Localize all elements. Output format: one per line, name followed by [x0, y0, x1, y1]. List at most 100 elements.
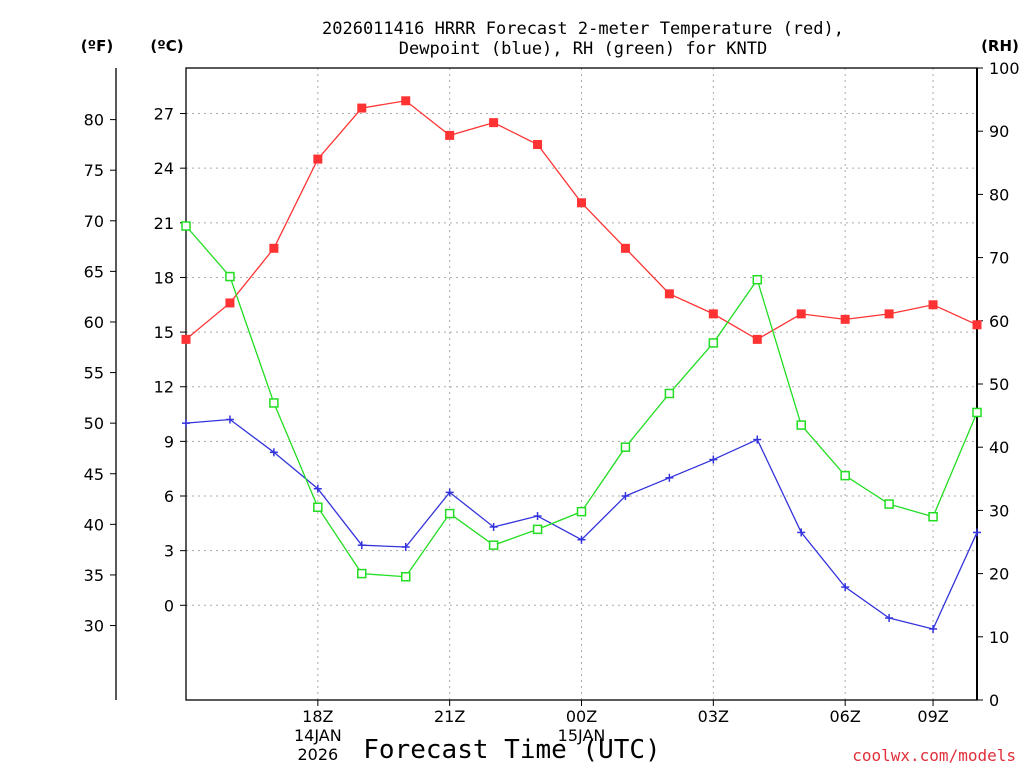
- axes: 8075706560555045403530272421181512963010…: [84, 59, 1020, 710]
- temperature-point: [533, 139, 543, 149]
- x-tick-year-label: 2026: [297, 745, 338, 764]
- rh-point: [664, 388, 675, 399]
- temperature-point: [401, 96, 411, 106]
- rh-point: [532, 524, 543, 535]
- x-tick-label: 09Z: [917, 707, 948, 726]
- rh-point: [884, 499, 894, 509]
- temperature-point: [620, 243, 630, 253]
- rh-tick-label: 60: [989, 312, 1009, 331]
- dewpoint-point: [973, 528, 981, 537]
- dewpoint-point: [489, 522, 498, 531]
- rh-tick-label: 10: [989, 628, 1009, 647]
- temperature-point: [357, 103, 367, 113]
- series-dewpoint: [182, 415, 981, 633]
- celsius-tick-label: 18: [154, 268, 174, 287]
- dewpoint-point: [445, 488, 454, 497]
- rh-point: [225, 271, 235, 282]
- dewpoint-point: [401, 543, 410, 552]
- rh-point: [708, 338, 719, 348]
- rh-point: [576, 506, 587, 517]
- rh-tick-label: 20: [989, 565, 1009, 584]
- fahrenheit-tick-label: 50: [84, 414, 104, 433]
- x-tick-label: 03Z: [698, 707, 729, 726]
- rh-point: [928, 511, 938, 522]
- rh-tick-label: 40: [989, 438, 1009, 457]
- x-tick-label: 06Z: [830, 707, 861, 726]
- celsius-tick-label: 12: [154, 378, 174, 397]
- temperature-point: [664, 289, 674, 299]
- rh-tick-label: 70: [989, 249, 1009, 268]
- temperature-point: [972, 320, 982, 330]
- series-rh: [181, 221, 982, 582]
- fahrenheit-unit-label: (ºF): [81, 37, 113, 55]
- celsius-tick-label: 9: [164, 432, 174, 451]
- dewpoint-point: [841, 583, 850, 592]
- temperature-point: [708, 309, 718, 319]
- rh-tick-label: 30: [989, 501, 1009, 520]
- dewpoint-point: [225, 415, 234, 424]
- rh-point: [269, 398, 279, 408]
- x-tick-date-label: 15JAN: [558, 726, 606, 745]
- temperature-point: [313, 154, 323, 164]
- rh-point: [181, 221, 191, 231]
- rh-point: [752, 274, 763, 285]
- dewpoint-point: [797, 528, 806, 537]
- fahrenheit-tick-label: 35: [84, 566, 104, 585]
- rh-point: [620, 442, 631, 452]
- dewpoint-point: [269, 448, 278, 457]
- rh-tick-label: 90: [989, 122, 1009, 141]
- dewpoint-point: [182, 419, 190, 428]
- temperature-point: [225, 298, 235, 308]
- celsius-unit-label: (ºC): [150, 37, 183, 55]
- source-credit[interactable]: coolwx.com/models: [852, 746, 1016, 765]
- chart-title-line1: 2026011416 HRRR Forecast 2-meter Tempera…: [322, 19, 844, 39]
- celsius-tick-label: 27: [154, 105, 174, 124]
- fahrenheit-tick-label: 65: [84, 262, 104, 281]
- x-tick-date-label: 14JAN: [294, 726, 342, 745]
- fahrenheit-tick-label: 60: [84, 313, 104, 332]
- celsius-tick-label: 3: [164, 542, 174, 561]
- dewpoint-point: [929, 624, 938, 633]
- rh-unit-label: (RH): [981, 37, 1019, 55]
- rh-tick-label: 0: [989, 691, 999, 710]
- celsius-tick-label: 0: [164, 596, 174, 615]
- temperature-point: [489, 118, 499, 128]
- temperature-point: [840, 314, 850, 324]
- rh-point: [972, 407, 982, 418]
- fahrenheit-tick-label: 75: [84, 161, 104, 180]
- series-layer: [181, 96, 982, 633]
- rh-tick-label: 100: [989, 59, 1020, 78]
- rh-point: [840, 470, 850, 481]
- dewpoint-point: [709, 455, 718, 464]
- x-tick-label: 18Z: [302, 707, 333, 726]
- temperature-point: [445, 130, 455, 140]
- temperature-point: [752, 334, 762, 344]
- dewpoint-point: [621, 492, 630, 501]
- rh-point: [400, 572, 411, 582]
- temperature-point: [269, 243, 279, 253]
- temperature-point: [181, 334, 191, 344]
- x-tick-label: 00Z: [566, 707, 597, 726]
- rh-point: [444, 508, 455, 519]
- chart-title-line2: Dewpoint (blue), RH (green) for KNTD: [399, 39, 767, 59]
- temperature-point: [577, 198, 586, 208]
- x-axis-title: Forecast Time (UTC): [363, 735, 660, 765]
- celsius-tick-label: 6: [164, 487, 174, 506]
- rh-point: [313, 502, 323, 512]
- fahrenheit-tick-label: 80: [84, 111, 104, 130]
- dewpoint-point: [577, 535, 586, 544]
- fahrenheit-tick-label: 40: [84, 515, 104, 534]
- celsius-tick-label: 21: [154, 214, 174, 233]
- rh-tick-label: 50: [989, 375, 1009, 394]
- celsius-tick-label: 24: [154, 159, 174, 178]
- rh-point: [488, 540, 499, 550]
- fahrenheit-tick-label: 70: [84, 212, 104, 231]
- rh-point: [796, 420, 806, 430]
- dewpoint-point: [533, 512, 542, 521]
- temperature-point: [928, 300, 938, 310]
- fahrenheit-tick-label: 30: [84, 617, 104, 636]
- x-tick-label: 21Z: [434, 707, 465, 726]
- rh-point: [357, 568, 367, 579]
